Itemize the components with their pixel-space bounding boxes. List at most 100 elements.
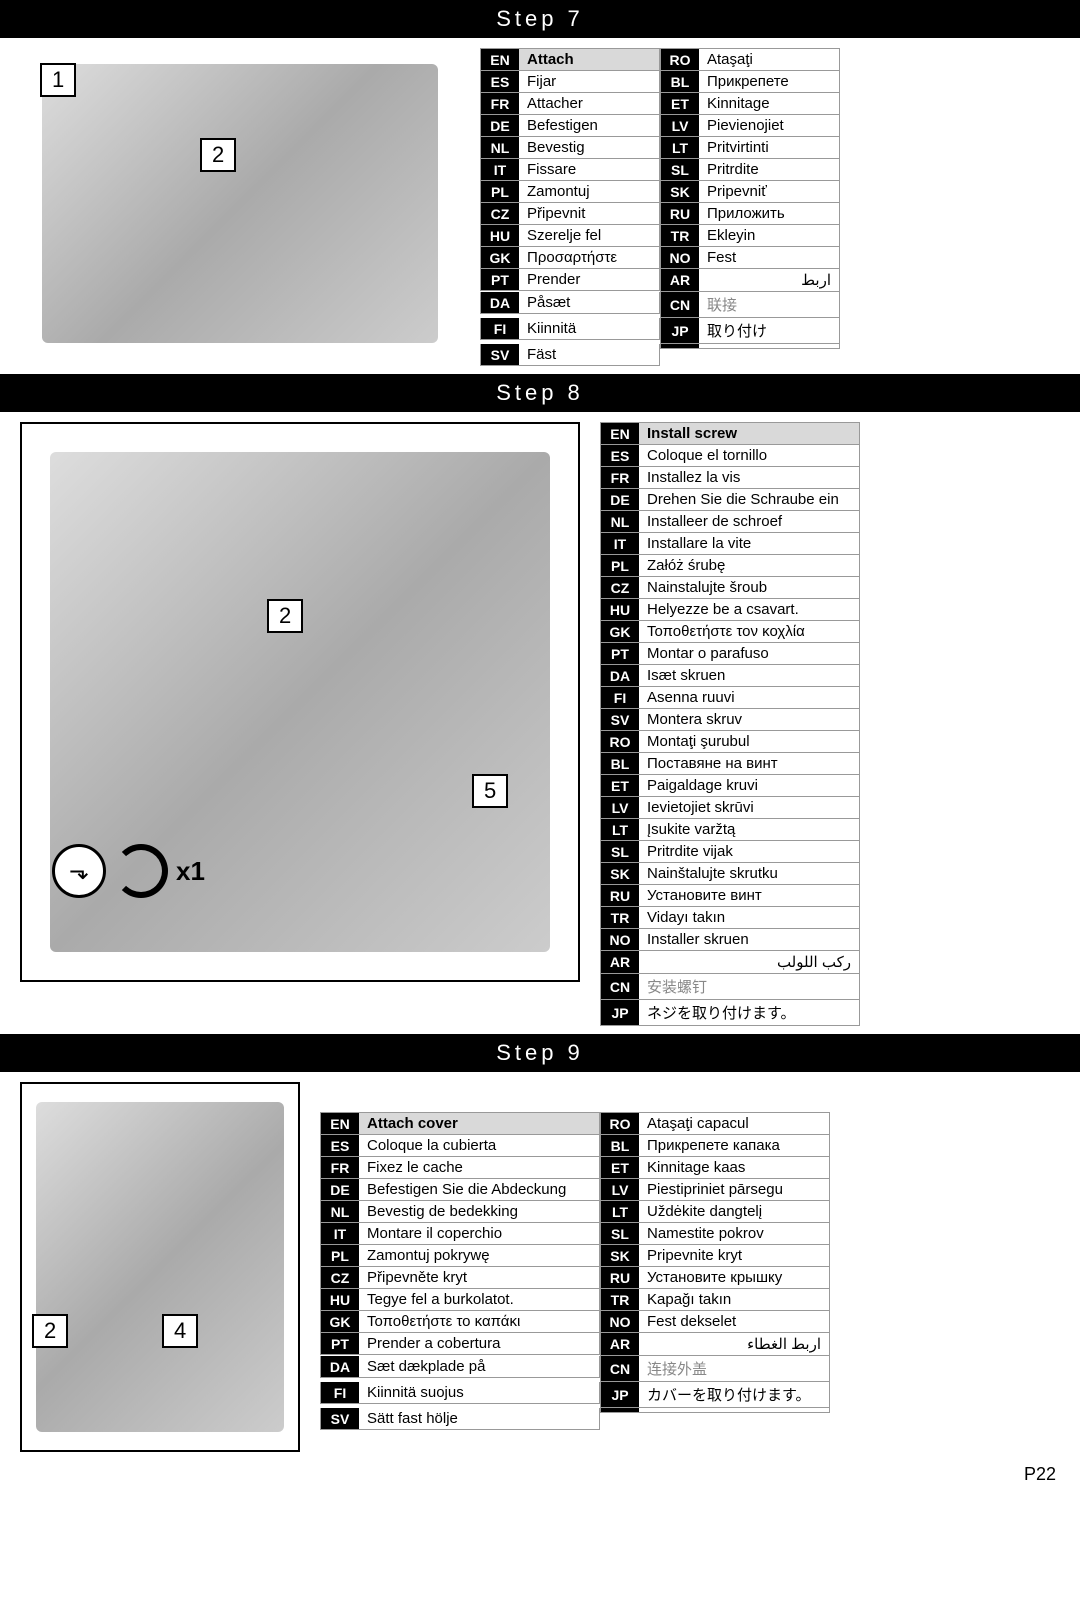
lang-text: Установите крышку (639, 1267, 829, 1288)
illustration: 25⬎x1 (20, 422, 580, 982)
lang-text: Zamontuj (519, 181, 659, 202)
callout-label: 2 (32, 1314, 68, 1348)
lang-text: Įsukite varžtą (639, 819, 859, 840)
lang-code: JP (601, 1000, 639, 1025)
lang-code: PT (601, 643, 639, 664)
lang-code: NL (481, 137, 519, 158)
lang-text: Attach cover (359, 1113, 599, 1134)
language-table: ENAttachROAtaşaţiESFijarBLПрикрепетеFRAt… (480, 48, 840, 366)
lang-text: Sæt dækplade på (359, 1356, 599, 1377)
lang-code: ET (601, 1157, 639, 1178)
lang-code: ES (481, 71, 519, 92)
lang-code: SL (601, 841, 639, 862)
step-title-bar: Step 9 (0, 1034, 1080, 1072)
lang-code: EN (601, 423, 639, 444)
lang-text: Install screw (639, 423, 859, 444)
lang-text (699, 344, 839, 348)
lang-text: Установите винт (639, 885, 859, 906)
lang-text: Paigaldage kruvi (639, 775, 859, 796)
lang-code: CN (601, 974, 639, 999)
lang-code: HU (321, 1289, 359, 1310)
lang-code: FI (481, 318, 519, 339)
lang-code: DE (321, 1179, 359, 1200)
tool-icon: ⬎ (52, 844, 106, 898)
lang-code: SK (601, 863, 639, 884)
lang-text: Montaţi şurubul (639, 731, 859, 752)
lang-text: Befestigen Sie die Abdeckung (359, 1179, 599, 1200)
lang-text: Pritvirtinti (699, 137, 839, 158)
lang-text: ركب اللولب (639, 951, 859, 973)
lang-text: Pritrdite (699, 159, 839, 180)
lang-code: NL (321, 1201, 359, 1222)
lang-code: PT (481, 269, 519, 290)
lang-text: Fäst (519, 344, 659, 365)
lang-code: LT (661, 137, 699, 158)
lang-text: 连接外盖 (639, 1356, 829, 1381)
lang-code: RO (661, 49, 699, 70)
lang-text: Installare la vite (639, 533, 859, 554)
lang-text: Τοποθετήστε τον κοχλία (639, 621, 859, 642)
rotation-count: x1 (176, 856, 205, 887)
lang-code: LV (601, 797, 639, 818)
lang-text: カバーを取り付けます。 (639, 1382, 829, 1407)
step-section: 12ENAttachROAtaşaţiESFijarBLПрикрепетеFR… (0, 38, 1080, 374)
lang-text: Прикрепете (699, 71, 839, 92)
lang-text: Tegye fel a burkolatot. (359, 1289, 599, 1310)
lang-text: Prender (519, 269, 659, 290)
illustration-placeholder (36, 1102, 284, 1431)
lang-text: Nainštalujte skrutku (639, 863, 859, 884)
lang-code: FR (601, 467, 639, 488)
rotate-arrow-icon (114, 844, 168, 898)
rotation-badge: ⬎ x1 (52, 844, 205, 898)
callout-label: 2 (200, 138, 236, 172)
lang-code: TR (601, 907, 639, 928)
lang-code: LT (601, 819, 639, 840)
lang-text: 联接 (699, 292, 839, 317)
lang-code: LV (661, 115, 699, 136)
lang-code: ES (601, 445, 639, 466)
lang-code: BL (661, 71, 699, 92)
lang-text: Προσαρτήστε (519, 247, 659, 268)
lang-text: Pievienojiet (699, 115, 839, 136)
lang-text: Szerelje fel (519, 225, 659, 246)
lang-text: Kinnitage kaas (639, 1157, 829, 1178)
lang-code: DE (601, 489, 639, 510)
lang-text: Kapağı takın (639, 1289, 829, 1310)
lang-code: BL (601, 1135, 639, 1156)
lang-text: Pripevnite kryt (639, 1245, 829, 1266)
page-root: Step 712ENAttachROAtaşaţiESFijarBLПрикре… (0, 0, 1080, 1505)
step-title-bar: Step 7 (0, 0, 1080, 38)
lang-code: LV (601, 1179, 639, 1200)
lang-text: Namestite pokrov (639, 1223, 829, 1244)
lang-code: SL (601, 1223, 639, 1244)
callout-label: 4 (162, 1314, 198, 1348)
lang-code: AR (601, 951, 639, 973)
lang-code: SV (601, 709, 639, 730)
lang-text: Montar o parafuso (639, 643, 859, 664)
lang-code: SV (481, 344, 519, 365)
lang-text: Uždėkite dangtelį (639, 1201, 829, 1222)
lang-text: Ataşaţi capacul (639, 1113, 829, 1134)
lang-code: IT (481, 159, 519, 180)
lang-text: Załóż śrubę (639, 555, 859, 576)
lang-code: TR (661, 225, 699, 246)
lang-text: اربط الغطاء (639, 1333, 829, 1355)
lang-code: CZ (321, 1267, 359, 1288)
lang-text (639, 1408, 829, 1412)
lang-text: Pritrdite vijak (639, 841, 859, 862)
lang-code: RU (601, 885, 639, 906)
lang-text: Ataşaţi (699, 49, 839, 70)
lang-text: Поставяне на винт (639, 753, 859, 774)
lang-code: FI (321, 1382, 359, 1403)
lang-text: Fijar (519, 71, 659, 92)
lang-code: EN (321, 1113, 359, 1134)
lang-code: BL (601, 753, 639, 774)
lang-code: PL (601, 555, 639, 576)
lang-code: NO (601, 929, 639, 950)
lang-code: JP (601, 1382, 639, 1407)
lang-code: HU (481, 225, 519, 246)
lang-code: GK (601, 621, 639, 642)
callout-label: 2 (267, 599, 303, 633)
lang-text: Pripevniť (699, 181, 839, 202)
lang-code: AR (661, 269, 699, 291)
